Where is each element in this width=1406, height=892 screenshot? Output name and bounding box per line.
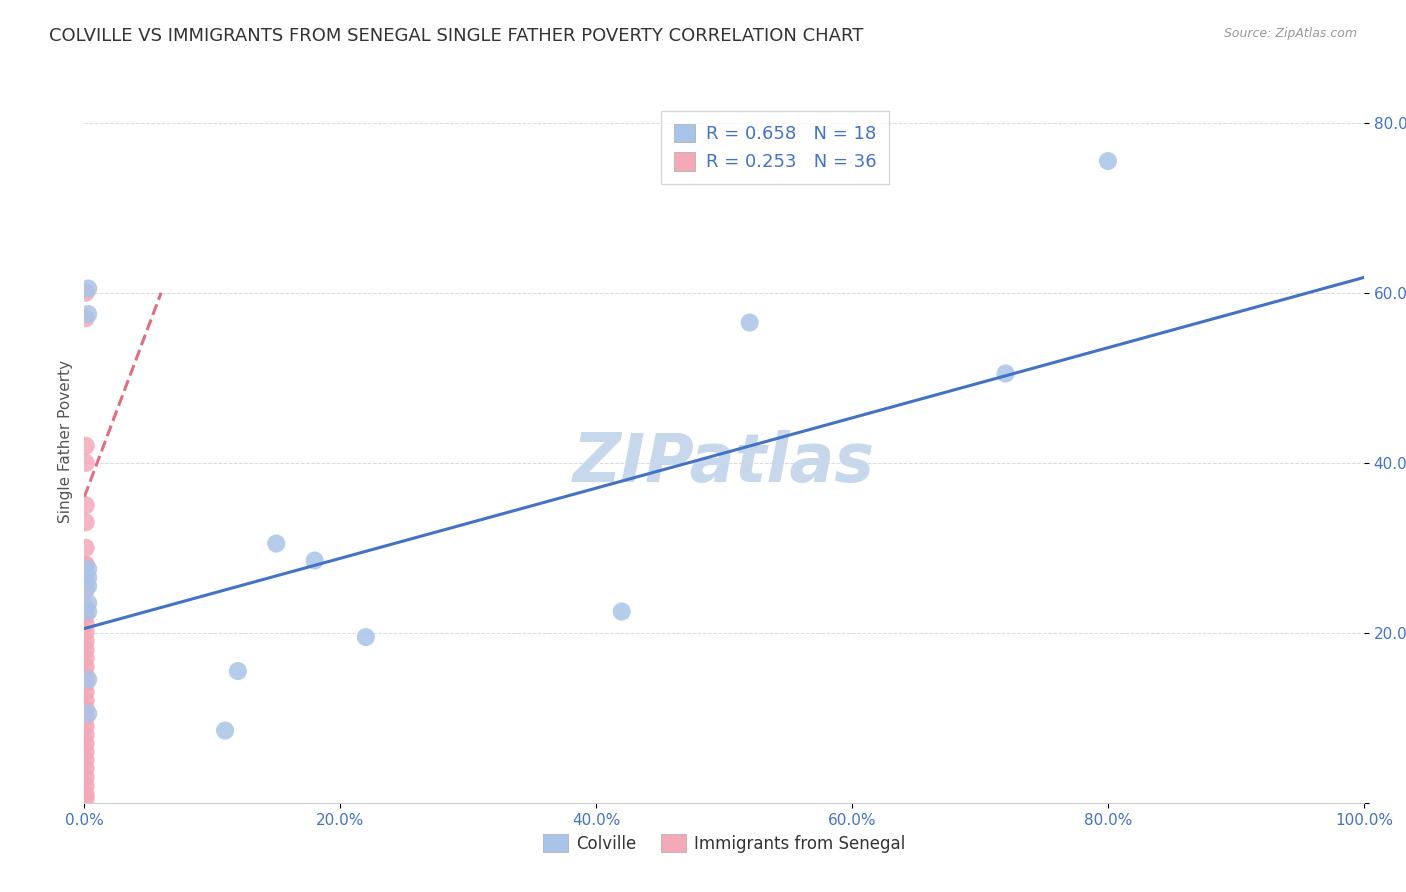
Point (75, 779, 97, 793)
Point (75, 660, 97, 674)
Point (75, 498, 97, 512)
Point (75, 719, 97, 733)
Point (75, 574, 97, 589)
Point (75, 625, 97, 640)
Point (75, 634, 97, 648)
Point (77, 570, 100, 584)
Point (75, 541, 97, 555)
Point (77, 673, 100, 687)
Point (264, 536, 288, 550)
Point (75, 762, 97, 776)
Point (304, 553, 326, 567)
Point (214, 723, 236, 738)
Text: ZIPatlas: ZIPatlas (574, 430, 875, 496)
Point (75, 456, 97, 470)
Point (75, 617, 97, 632)
Point (77, 307, 100, 321)
Point (77, 579, 100, 593)
Text: COLVILLE VS IMMIGRANTS FROM SENEGAL SINGLE FATHER POVERTY CORRELATION CHART: COLVILLE VS IMMIGRANTS FROM SENEGAL SING… (49, 27, 863, 45)
Point (77, 562, 100, 576)
Point (75, 583, 97, 598)
Text: Source: ZipAtlas.com: Source: ZipAtlas.com (1223, 27, 1357, 40)
Point (75, 285, 97, 300)
Point (75, 677, 97, 691)
Point (75, 600, 97, 615)
Point (75, 668, 97, 682)
Legend: Colville, Immigrants from Senegal: Colville, Immigrants from Senegal (536, 828, 912, 860)
Point (75, 694, 97, 708)
Point (77, 281, 100, 295)
Point (610, 605, 633, 619)
Point (77, 706, 100, 721)
Point (75, 770, 97, 784)
Point (75, 439, 97, 453)
Point (75, 608, 97, 623)
Point (994, 367, 1017, 381)
Point (75, 787, 97, 801)
Point (75, 651, 97, 665)
Point (77, 605, 100, 619)
Point (75, 311, 97, 326)
Point (226, 664, 249, 678)
Point (75, 736, 97, 750)
Point (75, 642, 97, 657)
Point (75, 516, 97, 530)
Point (77, 596, 100, 610)
Point (75, 728, 97, 742)
Point (75, 558, 97, 572)
Point (75, 745, 97, 759)
Point (75, 574, 97, 589)
Point (738, 316, 761, 330)
Point (354, 630, 377, 644)
Point (75, 791, 97, 805)
Point (75, 711, 97, 725)
Point (75, 753, 97, 767)
Point (75, 685, 97, 699)
Y-axis label: Single Father Poverty: Single Father Poverty (58, 360, 73, 523)
Point (75, 558, 97, 572)
Point (1097, 154, 1119, 169)
Point (75, 702, 97, 716)
